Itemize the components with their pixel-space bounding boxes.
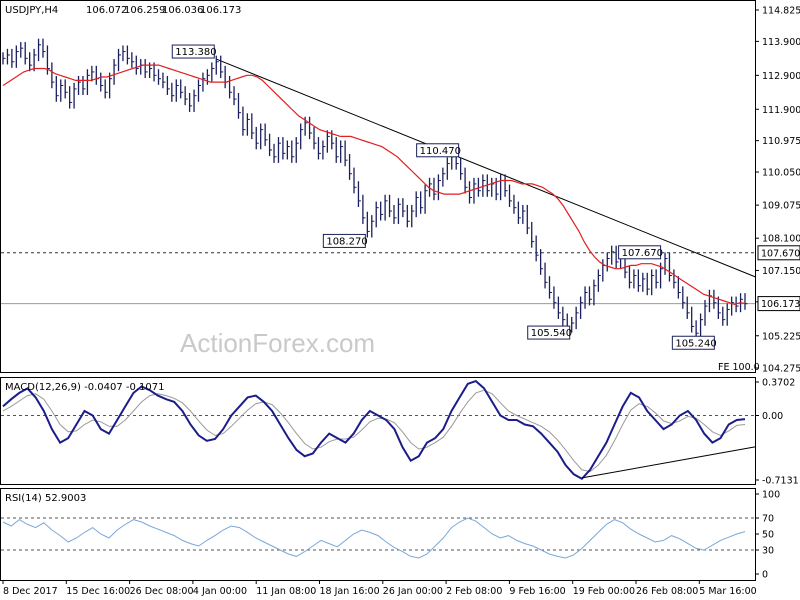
- annotation-box: [671, 335, 715, 350]
- price-panel-title: USDJPY,H4: [5, 5, 58, 16]
- annotation-box: [416, 143, 460, 158]
- price-tick-label: 110.050: [762, 168, 800, 179]
- x-tick-label: 8 Dec 2017: [3, 586, 58, 597]
- ohlc-high: 106.259: [124, 5, 165, 16]
- annotation-label: 110.470: [420, 146, 461, 157]
- annotation-box: [527, 325, 571, 340]
- annotation-label: 113.380: [175, 47, 216, 58]
- price-tick-label: 107.150: [762, 266, 800, 277]
- macd-layer: [1, 379, 756, 481]
- rsi-tick-label: 30: [762, 546, 774, 557]
- ohlc-close: 106.173: [200, 5, 241, 16]
- x-tick-label: 26 Jan 00:00: [383, 586, 443, 597]
- rsi-panel-title: RSI(14) 52.9003: [5, 493, 86, 504]
- level-price-badge: [757, 245, 800, 261]
- price-tick-label: 113.900: [762, 37, 800, 48]
- price-panel-frame: [0, 0, 756, 373]
- price-tick-label: 111.900: [762, 105, 800, 116]
- rsi-panel-frame: [0, 488, 756, 581]
- macd-tick-label: 0.00: [762, 411, 783, 422]
- annotation-box: [322, 233, 366, 248]
- macd-trendline: [581, 446, 756, 479]
- price-tick-label: 108.100: [762, 234, 800, 245]
- x-tick-label: 19 Feb 00:00: [573, 586, 635, 597]
- annotation-label: 107.670: [622, 248, 663, 259]
- x-tick-label: 15 Dec 16:00: [66, 586, 130, 597]
- x-tick-label: 26 Feb 08:00: [636, 586, 698, 597]
- macd-tick-label: 0.3702: [762, 378, 795, 389]
- price-tick-label: 112.900: [762, 71, 800, 82]
- price-tick-label: 114.825: [762, 6, 800, 17]
- fe-label: FE 100.0: [718, 362, 760, 373]
- macd-panel-title: MACD(12,26,9) -0.0407 -0.1071: [5, 382, 165, 393]
- annotation-label: 105.240: [675, 338, 716, 349]
- macd-tick-label: -0.7131: [762, 476, 799, 487]
- x-tick-label: 9 Feb 16:00: [509, 586, 565, 597]
- x-tick-label: 4 Jan 00:00: [193, 586, 247, 597]
- moving-average-line: [2, 64, 746, 306]
- price-layer: 113.380 110.470 108.270 107.670 105.540 105.2…: [1, 38, 756, 350]
- current-price-badge: [757, 296, 800, 312]
- x-tick-label: 26 Dec 08:00: [130, 586, 194, 597]
- price-tick-label: 109.075: [762, 201, 800, 212]
- rsi-layer: [1, 517, 755, 559]
- macd-panel-frame: [0, 377, 756, 485]
- annotation-label: 105.540: [531, 328, 572, 339]
- macd-signal-line: [2, 389, 746, 473]
- x-tick-label: 5 Mar 16:00: [699, 586, 756, 597]
- price-tick-label: 110.975: [762, 136, 800, 147]
- annotation-box: [618, 245, 662, 260]
- rsi-tick-label: 70: [762, 514, 774, 525]
- annotation-label: 108.270: [326, 236, 367, 247]
- rsi-tick-label: 100: [762, 490, 780, 501]
- x-tick-label: 2 Feb 08:00: [446, 586, 502, 597]
- ohlc-open: 106.072: [86, 5, 127, 16]
- current-price-label: 106.173: [761, 299, 800, 310]
- ohlc-low: 106.036: [162, 5, 203, 16]
- price-trendline: [216, 58, 756, 278]
- axis-layer: 114.825 113.900 112.900 111.900 110.975 110.0…: [2, 6, 800, 597]
- rsi-tick-label: 50: [762, 530, 774, 541]
- x-tick-label: 11 Jan 08:00: [256, 586, 316, 597]
- watermark: ActionForex.com: [180, 328, 375, 358]
- rsi-tick-label: 0: [762, 570, 768, 581]
- x-tick-label: 18 Jan 16:00: [320, 586, 380, 597]
- level-price-label: 107.670: [761, 248, 800, 259]
- price-tick-label: 104.275: [762, 364, 800, 375]
- rsi-line: [2, 517, 746, 559]
- macd-line: [2, 379, 746, 481]
- price-tick-label: 105.225: [762, 331, 800, 342]
- annotation-box: [171, 44, 215, 59]
